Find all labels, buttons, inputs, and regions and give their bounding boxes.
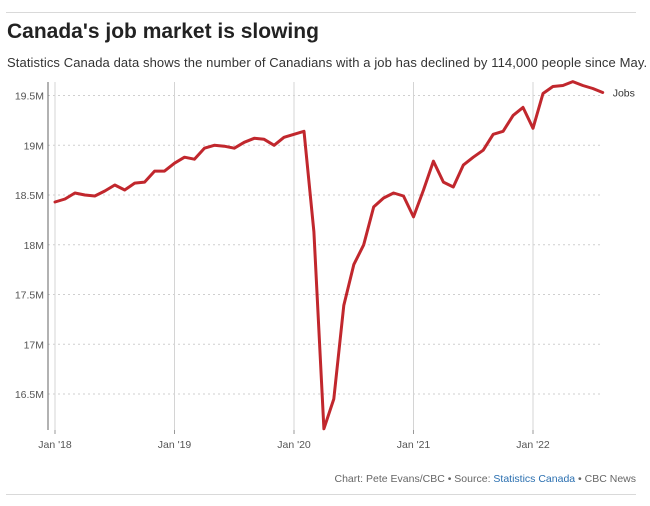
jobs-data-point [183, 156, 186, 159]
jobs-data-point [502, 130, 505, 133]
jobs-data-point [432, 160, 435, 163]
jobs-data-point [352, 263, 355, 266]
y-tick-label: 17M [24, 339, 44, 351]
x-tick-label: Jan '21 [397, 439, 431, 451]
jobs-data-point [312, 230, 315, 233]
x-tick-label: Jan '19 [158, 439, 192, 451]
jobs-data-point [233, 147, 236, 150]
jobs-data-point [223, 145, 226, 148]
y-tick-label: 18M [24, 240, 44, 252]
jobs-data-point [442, 181, 445, 184]
y-tick-label: 19.5M [15, 91, 44, 103]
jobs-data-point [591, 87, 594, 90]
jobs-data-point [213, 144, 216, 147]
jobs-data-point [422, 189, 425, 192]
jobs-data-point [462, 164, 465, 167]
jobs-data-point [571, 80, 574, 83]
chart-footer: Chart: Pete Evans/CBC • Source: Statisti… [335, 473, 637, 485]
jobs-data-point [243, 141, 246, 144]
jobs-data-point [64, 198, 67, 201]
x-tick-label: Jan '18 [38, 439, 72, 451]
axis-layer [47, 82, 534, 434]
jobs-data-point [273, 144, 276, 147]
jobs-data-point [193, 158, 196, 161]
jobs-data-point [512, 114, 515, 117]
jobs-data-point [522, 106, 525, 109]
jobs-data-point [542, 92, 545, 95]
jobs-data-point [303, 130, 306, 133]
series-label-jobs: Jobs [613, 88, 635, 100]
chart-title: Canada's job market is slowing [7, 20, 319, 43]
jobs-data-point [203, 147, 206, 150]
chart-subtitle: Statistics Canada data shows the number … [7, 55, 648, 70]
jobs-data-point [472, 156, 475, 159]
y-tick-label: 19M [24, 140, 44, 152]
jobs-data-point [103, 190, 106, 193]
jobs-data-point [362, 243, 365, 246]
label-layer: 16.5M 17M 17.5M 18M 18.5M 19M 19.5M Jan '18 Jan … [15, 88, 635, 451]
x-tick-label: Jan '22 [516, 439, 550, 451]
jobs-data-point [143, 181, 146, 184]
jobs-data-point [372, 205, 375, 208]
jobs-data-point [551, 85, 554, 88]
series-layer [53, 80, 605, 431]
grid-layer [48, 82, 602, 430]
jobs-data-point [283, 136, 286, 139]
jobs-data-point [492, 133, 495, 136]
jobs-data-point [113, 184, 116, 187]
jobs-series-line [53, 80, 605, 431]
jobs-data-point [482, 149, 485, 152]
jobs-data-point [293, 133, 296, 136]
jobs-data-point [153, 170, 156, 173]
jobs-data-point [342, 304, 345, 307]
jobs-data-point [123, 189, 126, 192]
jobs-data-point [412, 215, 415, 218]
source-link[interactable]: Statistics Canada [493, 473, 576, 485]
jobs-data-point [402, 195, 405, 198]
jobs-data-point [601, 91, 604, 94]
jobs-data-point [73, 192, 76, 195]
jobs-data-point [253, 137, 256, 140]
bottom-rule [6, 494, 636, 495]
jobs-data-point [83, 194, 86, 197]
x-tick-label: Jan '20 [277, 439, 311, 451]
footer-credit: Chart: Pete Evans/CBC • Source: [334, 473, 494, 485]
jobs-data-point [581, 84, 584, 87]
jobs-data-point [93, 195, 96, 198]
footer-outlet: • CBC News [575, 473, 636, 485]
jobs-data-point [54, 201, 57, 204]
jobs-data-point [133, 182, 136, 185]
y-tick-label: 16.5M [15, 389, 44, 401]
jobs-data-point [263, 138, 266, 141]
jobs-data-point [382, 197, 385, 200]
jobs-data-point [452, 186, 455, 189]
jobs-data-point [322, 427, 325, 430]
top-rule [6, 12, 636, 13]
y-tick-label: 17.5M [15, 290, 44, 302]
y-tick-label: 18.5M [15, 190, 44, 202]
jobs-data-point [163, 170, 166, 173]
jobs-data-point [392, 192, 395, 195]
jobs-data-point [561, 84, 564, 87]
jobs-data-point [332, 398, 335, 401]
jobs-data-point [173, 162, 176, 165]
jobs-data-point [532, 127, 535, 130]
